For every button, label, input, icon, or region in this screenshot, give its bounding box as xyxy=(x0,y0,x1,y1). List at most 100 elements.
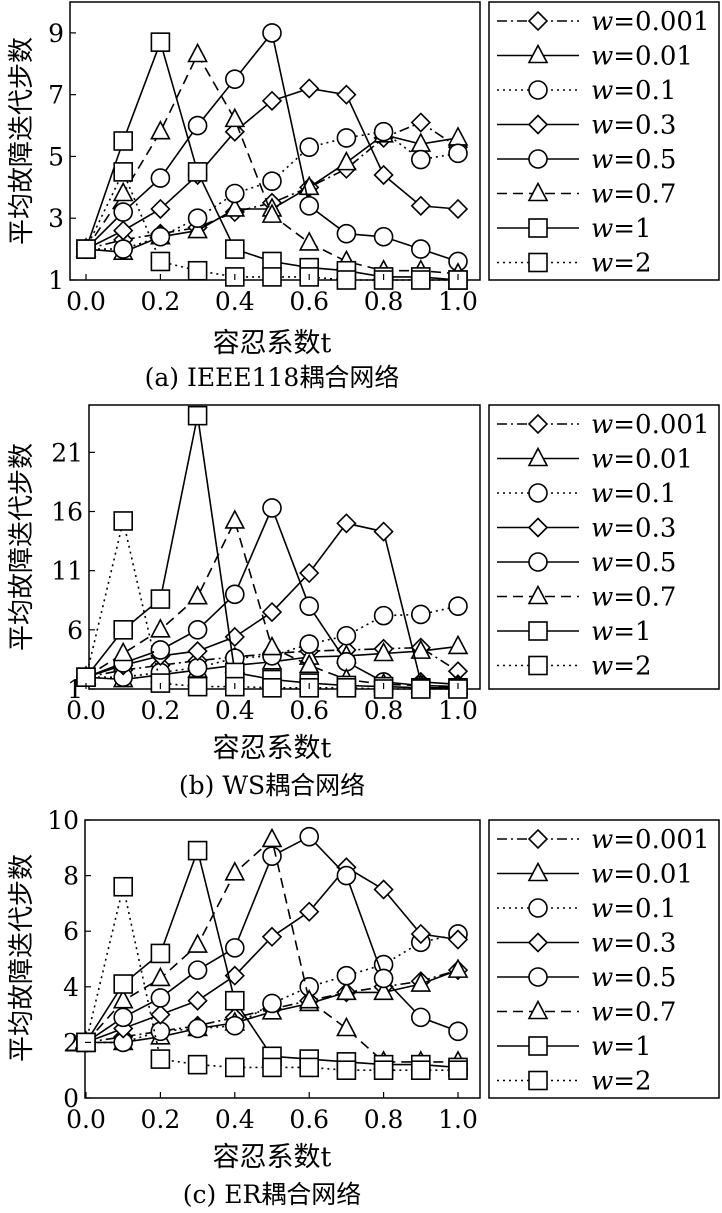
data-point xyxy=(261,203,283,223)
data-point xyxy=(448,1060,468,1080)
x-tick-label: 0.0 xyxy=(66,1105,106,1134)
series-w-0-5 xyxy=(76,23,468,272)
legend-item: w=1 xyxy=(497,617,652,647)
legend-marker xyxy=(528,967,548,987)
legend-label: w=0.3 xyxy=(591,111,676,141)
series-w-0-3 xyxy=(75,78,469,260)
data-point xyxy=(187,405,208,426)
data-point xyxy=(373,968,394,989)
legend-marker xyxy=(528,80,548,100)
legend-item: w=0.001 xyxy=(497,410,709,440)
data-point xyxy=(150,618,171,638)
data-point xyxy=(262,678,282,698)
y-tick-label: 2 xyxy=(63,1028,79,1057)
data-point xyxy=(225,1057,245,1078)
data-point xyxy=(225,938,245,958)
data-point xyxy=(225,584,245,605)
data-point xyxy=(373,164,394,186)
data-point xyxy=(299,1057,320,1078)
legend-item: w=0.3 xyxy=(497,111,676,141)
legend-marker xyxy=(528,483,548,503)
data-point xyxy=(262,993,282,1014)
data-point xyxy=(150,120,171,140)
legend-item: w=0.1 xyxy=(497,479,676,509)
data-point xyxy=(336,150,357,171)
y-tick-label: 8 xyxy=(63,862,79,891)
data-point xyxy=(150,168,171,188)
data-point xyxy=(262,23,282,43)
data-point xyxy=(299,634,320,654)
data-point xyxy=(373,879,394,900)
y-tick-label: 1 xyxy=(48,266,64,295)
legend-item: w=0.5 xyxy=(497,963,676,993)
legend-label: w=1 xyxy=(591,214,652,244)
data-point xyxy=(150,1004,171,1025)
legend-item: w=2 xyxy=(497,652,652,682)
data-point xyxy=(113,1007,133,1028)
data-point xyxy=(447,634,469,655)
data-point xyxy=(187,840,208,861)
y-tick-label: 16 xyxy=(51,498,83,527)
legend-item: w=0.5 xyxy=(497,145,676,175)
legend-label: w=0.7 xyxy=(591,998,676,1028)
series-line xyxy=(85,847,459,1069)
legend-item: w=0.01 xyxy=(497,860,693,890)
y-axis-label: 平均故障迭代步数 xyxy=(7,37,37,245)
legend-item: w=1 xyxy=(497,214,652,244)
data-point xyxy=(187,115,208,136)
legend-item: w=0.1 xyxy=(497,76,676,106)
data-point xyxy=(410,239,431,259)
legend-marker xyxy=(527,181,549,202)
y-tick-label: 10 xyxy=(47,806,79,835)
data-point xyxy=(150,1049,171,1069)
legend: w=0.001 w=0.01 w=0.1 w=0.3 w=0.5 w=0.7 w=1 w=2 xyxy=(497,7,709,279)
y-tick-label: 5 xyxy=(48,142,64,171)
legend-marker xyxy=(527,828,549,850)
data-point xyxy=(187,676,208,697)
data-point xyxy=(187,1054,208,1075)
y-tick-label: 7 xyxy=(48,81,64,110)
data-point xyxy=(410,639,432,659)
legend-label: w=2 xyxy=(591,1067,652,1097)
plot-marks xyxy=(75,405,469,699)
data-point xyxy=(150,943,171,964)
data-point xyxy=(187,42,208,63)
series-w-0-01 xyxy=(75,123,469,261)
legend-item: w=0.001 xyxy=(497,825,709,855)
legend-label: w=0.5 xyxy=(591,548,676,578)
data-point xyxy=(187,641,208,662)
data-point xyxy=(225,183,245,204)
legend-item: w=0.01 xyxy=(497,445,693,475)
legend-marker xyxy=(528,149,548,169)
legend-label: w=0.7 xyxy=(591,583,676,613)
plot-frame xyxy=(84,819,481,1099)
y-tick-label: 21 xyxy=(51,438,83,467)
data-point xyxy=(224,197,246,217)
legend-marker xyxy=(527,861,549,882)
data-point xyxy=(373,226,394,247)
data-point xyxy=(262,267,282,287)
y-tick-labels: 0 2 4 6 8 10 xyxy=(47,806,91,1113)
data-point xyxy=(298,231,320,251)
data-point xyxy=(336,84,357,105)
legend-label: w=0.5 xyxy=(591,145,676,175)
x-tick-label: 0.8 xyxy=(364,696,404,725)
legend-marker xyxy=(527,10,549,32)
data-point xyxy=(113,162,133,182)
legend-label: w=0.001 xyxy=(591,7,709,37)
data-point xyxy=(225,239,245,259)
panel-c: 0.0 0.2 0.4 0.6 0.8 1.0 0 2 4 6 8 10 平均故障迭代步数 容忍系数… xyxy=(7,806,720,1209)
legend-label: w=0.7 xyxy=(591,180,676,210)
x-tick-label: 0.6 xyxy=(289,1105,329,1134)
data-point xyxy=(261,90,283,111)
data-point xyxy=(187,584,208,605)
data-point xyxy=(224,861,246,881)
data-point xyxy=(187,1018,208,1039)
x-tick-labels: 0.0 0.2 0.4 0.6 0.8 1.0 xyxy=(66,1092,478,1134)
y-tick-label: 0 xyxy=(63,1084,79,1113)
data-point xyxy=(410,149,431,170)
data-point xyxy=(448,143,468,164)
data-point xyxy=(336,678,357,698)
